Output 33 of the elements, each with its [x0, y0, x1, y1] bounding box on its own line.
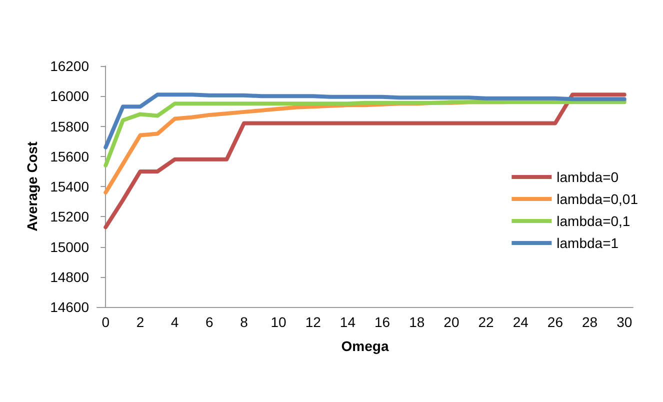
x-tick-label: 26 [547, 314, 564, 330]
x-tick-label: 10 [270, 314, 287, 330]
x-tick-label: 18 [409, 314, 425, 330]
x-tick-label: 12 [305, 314, 322, 330]
x-axis-title: Omega [341, 338, 389, 354]
y-axis-title: Average Cost [24, 141, 40, 232]
y-tick-label: 14800 [50, 268, 90, 285]
x-tick-label: 14 [340, 314, 356, 330]
y-tick-label: 15600 [50, 148, 90, 164]
x-tick-label: 16 [374, 314, 390, 330]
x-tick-label: 20 [444, 314, 460, 330]
line-series [104, 92, 626, 150]
x-tick-label: 22 [478, 314, 494, 330]
x-tick-label: 4 [170, 314, 179, 330]
x-tick-label: 0 [102, 314, 110, 330]
legend-label: lambda=0,01 [556, 191, 638, 207]
x-tick-label: 8 [240, 314, 248, 330]
line-series [104, 100, 626, 168]
y-tick-label: 16000 [50, 88, 90, 104]
y-tick-label: 14600 [50, 299, 90, 315]
x-tick-label: 30 [616, 314, 632, 330]
x-tick-label: 6 [205, 314, 214, 330]
legend-label: lambda=0 [556, 169, 619, 185]
legend-label: lambda=1 [556, 235, 619, 251]
x-tick-label: 2 [136, 314, 144, 330]
x-tick-label: 28 [582, 314, 598, 330]
legend-label: lambda=0,1 [556, 213, 630, 229]
y-tick-label: 16200 [50, 58, 90, 74]
y-tick-label: 15200 [50, 208, 90, 225]
y-tick-label: 15000 [50, 238, 90, 255]
x-tick-label: 24 [512, 314, 529, 330]
y-tick-label: 15400 [50, 178, 90, 194]
y-tick-label: 15800 [50, 118, 90, 134]
